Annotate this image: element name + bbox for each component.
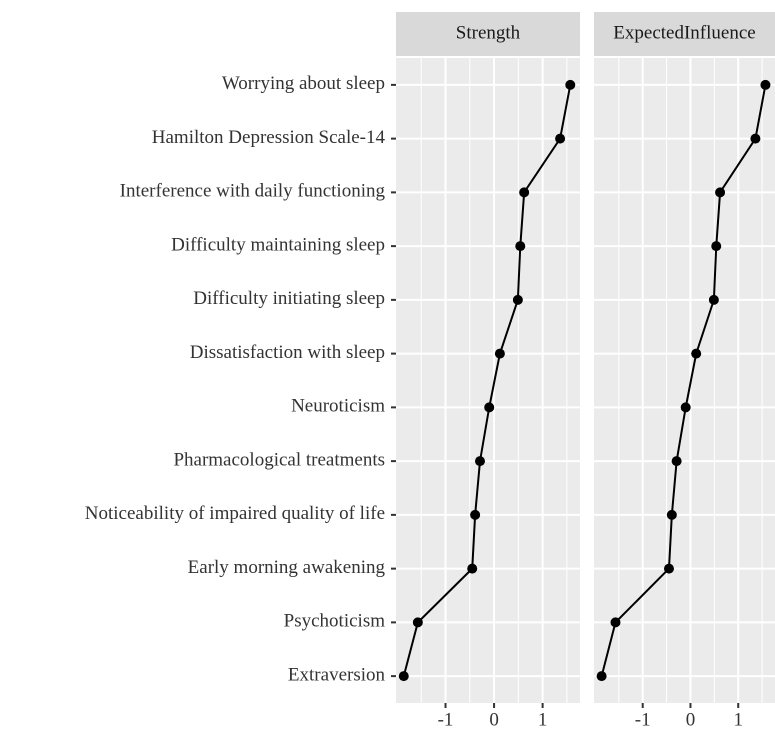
y-tick-label: Pharmacological treatments: [173, 449, 385, 470]
data-point: [467, 563, 478, 574]
data-point: [671, 456, 682, 467]
strip-label: ExpectedInfluence: [613, 22, 755, 43]
data-point: [715, 187, 726, 198]
y-tick-label: Worrying about sleep: [222, 73, 385, 94]
x-tick-label: -1: [635, 709, 651, 730]
strip-background: [396, 12, 580, 56]
x-tick-label: -1: [438, 709, 454, 730]
panel-background: [396, 58, 580, 703]
x-tick-label: 1: [538, 709, 548, 730]
y-tick-label: Difficulty initiating sleep: [193, 288, 385, 309]
data-point: [750, 133, 761, 144]
data-point: [398, 671, 409, 682]
y-tick-label: Dissatisfaction with sleep: [190, 342, 385, 363]
data-point: [708, 294, 719, 305]
data-point: [711, 241, 722, 252]
y-tick-label: Interference with daily functioning: [120, 181, 386, 202]
series-line: [600, 84, 767, 677]
y-tick-label: Extraversion: [288, 664, 386, 685]
data-point: [474, 456, 485, 467]
data-point: [760, 79, 771, 90]
y-tick-label: Difficulty maintaining sleep: [171, 234, 385, 255]
strip-label: Strength: [456, 22, 521, 43]
data-point: [610, 617, 621, 628]
y-tick-label: Noticeability of impaired quality of lif…: [85, 503, 385, 524]
x-tick-label: 0: [686, 709, 696, 730]
data-point: [596, 671, 607, 682]
strip-background: [594, 12, 775, 56]
data-point: [494, 348, 505, 359]
y-tick-label: Hamilton Depression Scale-14: [152, 127, 386, 148]
data-point: [555, 133, 566, 144]
data-point: [512, 294, 523, 305]
data-point: [691, 348, 702, 359]
y-tick-label: Neuroticism: [291, 396, 385, 417]
series-line: [402, 84, 572, 677]
data-point: [484, 402, 495, 413]
data-point: [470, 509, 481, 520]
y-tick-label: Psychoticism: [284, 611, 386, 632]
data-point: [663, 563, 674, 574]
panel-background: [594, 58, 775, 703]
data-point: [565, 79, 576, 90]
y-tick-label: Early morning awakening: [188, 557, 386, 578]
data-point: [680, 402, 691, 413]
data-point: [412, 617, 423, 628]
x-tick-label: 0: [489, 709, 499, 730]
x-tick-label: 1: [733, 709, 743, 730]
data-point: [519, 187, 530, 198]
data-point: [666, 509, 677, 520]
data-point: [515, 241, 526, 252]
